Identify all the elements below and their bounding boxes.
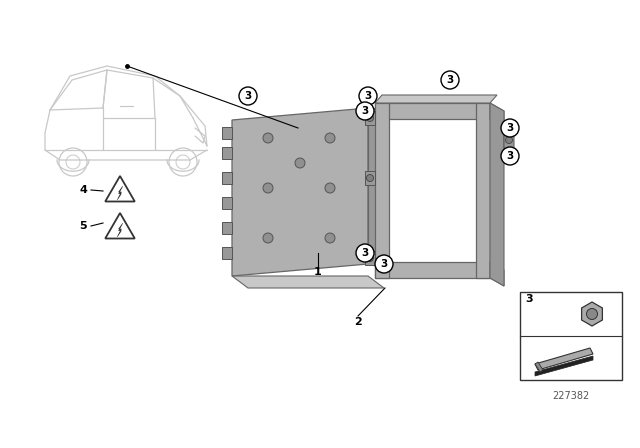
Circle shape <box>239 87 257 105</box>
Circle shape <box>325 183 335 193</box>
Circle shape <box>356 244 374 262</box>
Text: 227382: 227382 <box>552 391 589 401</box>
Polygon shape <box>232 276 384 288</box>
Bar <box>520 292 622 380</box>
Text: 4: 4 <box>79 185 87 195</box>
Text: 2: 2 <box>354 317 362 327</box>
Polygon shape <box>105 176 135 202</box>
Circle shape <box>441 71 459 89</box>
Circle shape <box>295 158 305 168</box>
Polygon shape <box>490 262 504 286</box>
Circle shape <box>263 133 273 143</box>
Polygon shape <box>504 132 514 152</box>
Circle shape <box>367 115 374 121</box>
Circle shape <box>263 233 273 243</box>
Circle shape <box>367 254 374 262</box>
Polygon shape <box>232 108 368 276</box>
Polygon shape <box>582 302 602 326</box>
Polygon shape <box>222 127 232 139</box>
Polygon shape <box>375 103 490 119</box>
Polygon shape <box>375 103 389 278</box>
Text: 3: 3 <box>506 151 514 161</box>
Polygon shape <box>490 103 504 286</box>
Polygon shape <box>535 348 593 370</box>
Circle shape <box>325 133 335 143</box>
Text: 3: 3 <box>362 106 369 116</box>
Polygon shape <box>365 171 375 185</box>
Circle shape <box>356 102 374 120</box>
Circle shape <box>359 87 377 105</box>
Polygon shape <box>222 222 232 234</box>
Polygon shape <box>490 103 504 127</box>
Polygon shape <box>222 197 232 209</box>
Circle shape <box>506 137 513 143</box>
Text: 3: 3 <box>364 91 372 101</box>
Text: 3: 3 <box>362 248 369 258</box>
Text: 3: 3 <box>525 294 532 304</box>
Polygon shape <box>365 111 375 125</box>
Text: 3: 3 <box>380 259 388 269</box>
Polygon shape <box>105 213 135 238</box>
Circle shape <box>501 147 519 165</box>
Text: 3: 3 <box>244 91 252 101</box>
Text: 3: 3 <box>446 75 454 85</box>
Circle shape <box>325 233 335 243</box>
Circle shape <box>375 255 393 273</box>
Polygon shape <box>375 95 497 103</box>
Circle shape <box>367 175 374 181</box>
Text: 3: 3 <box>506 123 514 133</box>
Polygon shape <box>368 108 384 264</box>
Polygon shape <box>117 186 123 200</box>
Polygon shape <box>535 356 593 376</box>
Text: 5: 5 <box>79 221 87 231</box>
Polygon shape <box>222 172 232 184</box>
Polygon shape <box>222 247 232 259</box>
Polygon shape <box>222 147 232 159</box>
Polygon shape <box>535 362 543 372</box>
Text: 1: 1 <box>314 267 322 277</box>
Polygon shape <box>365 251 375 265</box>
Circle shape <box>501 119 519 137</box>
Polygon shape <box>117 223 123 237</box>
Circle shape <box>263 183 273 193</box>
Bar <box>285 168 315 178</box>
Circle shape <box>586 309 598 319</box>
Polygon shape <box>476 103 490 278</box>
Polygon shape <box>375 262 490 278</box>
